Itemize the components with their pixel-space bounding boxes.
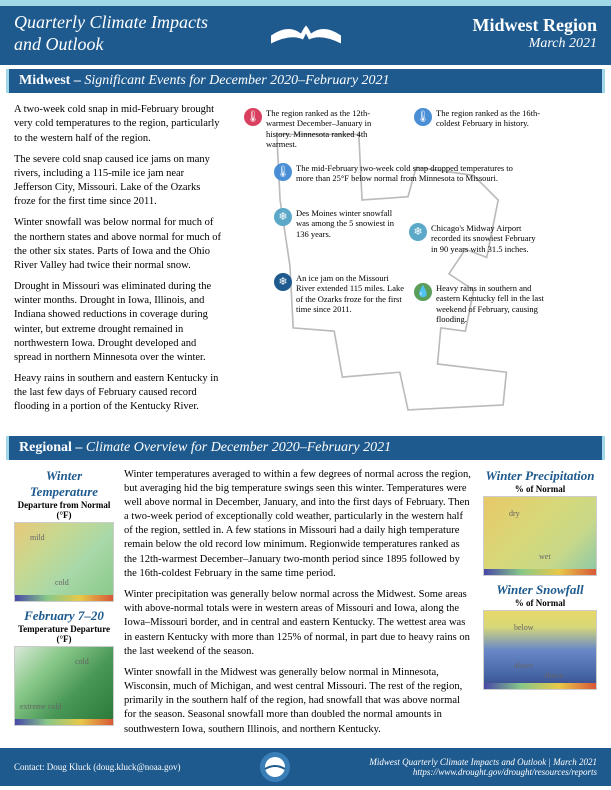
- map-callout: ❄Chicago's Midway Airport recorded its s…: [409, 223, 541, 254]
- section2-body: Winter TemperatureDeparture from Normal …: [0, 460, 611, 748]
- mini-map-image: dry wet: [483, 496, 597, 576]
- mini-map-title: Winter Snowfall: [483, 582, 597, 598]
- map-callout: 🌡The region ranked as the 12th-warmest D…: [244, 108, 376, 149]
- snow-icon: ❄: [274, 208, 292, 226]
- callout-text: The region ranked as the 16th-coldest Fe…: [436, 108, 546, 128]
- footer: Contact: Doug Kluck (doug.kluck@noaa.gov…: [0, 748, 611, 786]
- header: Quarterly Climate Impacts and Outlook Mi…: [0, 6, 611, 65]
- title-line1: Quarterly Climate Impacts: [14, 12, 208, 34]
- map-label: extreme cold: [20, 702, 62, 711]
- map-callout: 🌡The mid-February two-week cold snap dro…: [274, 163, 516, 183]
- para: Drought in Missouri was eliminated durin…: [14, 280, 224, 365]
- header-right: Midwest Region March 2021: [473, 15, 598, 52]
- para: Winter temperatures averaged to within a…: [124, 468, 473, 581]
- right-maps-column: Winter Precipitation% of NormaldrywetWin…: [483, 468, 597, 744]
- mini-map-title: Winter Precipitation: [483, 468, 597, 484]
- header-title: Quarterly Climate Impacts and Outlook: [14, 12, 208, 55]
- rain-icon: 💧: [414, 283, 432, 301]
- bird-logo: [271, 15, 341, 56]
- mini-map-subtitle: % of Normal: [483, 484, 597, 494]
- para: Winter snowfall in the Midwest was gener…: [124, 666, 473, 737]
- callout-text: Chicago's Midway Airport recorded its sn…: [431, 223, 541, 254]
- footer-line1: Midwest Quarterly Climate Impacts and Ou…: [369, 757, 597, 767]
- map-label: above: [544, 671, 563, 680]
- mini-map-subtitle: % of Normal: [483, 598, 597, 608]
- para: The severe cold snap caused ice jams on …: [14, 153, 224, 210]
- section1-header: Midwest – Significant Events for Decembe…: [6, 69, 605, 93]
- left-maps-column: Winter TemperatureDeparture from Normal …: [14, 468, 114, 744]
- map-callout: 💧Heavy rains in southern and eastern Ken…: [414, 283, 546, 324]
- ice-icon: ❄: [274, 273, 292, 291]
- para: A two-week cold snap in mid-February bro…: [14, 103, 224, 146]
- page: Quarterly Climate Impacts and Outlook Mi…: [0, 0, 611, 786]
- section2-label-bold: Regional –: [19, 440, 82, 455]
- section1-text: A two-week cold snap in mid-February bro…: [14, 103, 224, 421]
- map-label: mild: [30, 533, 45, 542]
- map-callout: ❄An ice jam on the Missouri River extend…: [274, 273, 406, 314]
- para: Heavy rains in southern and eastern Kent…: [14, 372, 224, 415]
- section1-label-bold: Midwest –: [19, 73, 81, 88]
- map-label: below: [514, 623, 534, 632]
- mini-map-image: below above above: [483, 610, 597, 690]
- callout-text: The region ranked as the 12th-warmest De…: [266, 108, 376, 149]
- therm-blue-icon: 🌡: [414, 108, 432, 126]
- map-container: 🌡The region ranked as the 12th-warmest D…: [234, 103, 597, 353]
- mini-map-title: Winter Temperature: [14, 468, 114, 500]
- therm-blue-icon: 🌡: [274, 163, 292, 181]
- map-callout: ❄Des Moines winter snowfall was among th…: [274, 208, 406, 239]
- therm-red-icon: 🌡: [244, 108, 262, 126]
- snow-icon: ❄: [409, 223, 427, 241]
- mini-map-subtitle: Departure from Normal (°F): [14, 500, 114, 520]
- map-callout: 🌡The region ranked as the 16th-coldest F…: [414, 108, 546, 128]
- mini-map-block: Winter TemperatureDeparture from Normal …: [14, 468, 114, 602]
- callout-text: An ice jam on the Missouri River extende…: [296, 273, 406, 314]
- para: Winter snowfall was below normal for muc…: [14, 216, 224, 273]
- footer-right: Midwest Quarterly Climate Impacts and Ou…: [369, 757, 597, 777]
- section1-label-italic: Significant Events for December 2020–Feb…: [84, 73, 389, 88]
- region-name: Midwest Region: [473, 15, 598, 36]
- map-label: wet: [539, 552, 551, 561]
- mini-map-block: Winter Snowfall% of Normal below above abov…: [483, 582, 597, 690]
- map-label: dry: [509, 509, 520, 518]
- title-line2: and Outlook: [14, 34, 208, 56]
- para: Winter precipitation was generally below…: [124, 588, 473, 659]
- mini-map-image: cold extreme cold: [14, 646, 114, 726]
- mini-map-image: cold mild: [14, 522, 114, 602]
- footer-line2: https://www.drought.gov/drought/resource…: [369, 767, 597, 777]
- mini-map-block: Winter Precipitation% of Normal dry wet: [483, 468, 597, 576]
- footer-contact: Contact: Doug Kluck (doug.kluck@noaa.gov…: [14, 762, 181, 772]
- mini-map-block: February 7–20Temperature Departure (°F)c…: [14, 608, 114, 726]
- map-label: cold: [55, 578, 69, 587]
- noaa-logo: [260, 752, 290, 782]
- callout-text: Des Moines winter snowfall was among the…: [296, 208, 406, 239]
- callout-text: Heavy rains in southern and eastern Kent…: [436, 283, 546, 324]
- mini-map-subtitle: Temperature Departure (°F): [14, 624, 114, 644]
- map-label: cold: [75, 657, 89, 666]
- mid-text-column: Winter temperatures averaged to within a…: [124, 468, 473, 744]
- section1-body: A two-week cold snap in mid-February bro…: [0, 93, 611, 431]
- callout-text: The mid-February two-week cold snap drop…: [296, 163, 516, 183]
- issue-date: March 2021: [473, 36, 598, 52]
- map-label: above: [514, 661, 533, 670]
- mini-map-title: February 7–20: [14, 608, 114, 624]
- section1-map: 🌡The region ranked as the 12th-warmest D…: [234, 103, 597, 421]
